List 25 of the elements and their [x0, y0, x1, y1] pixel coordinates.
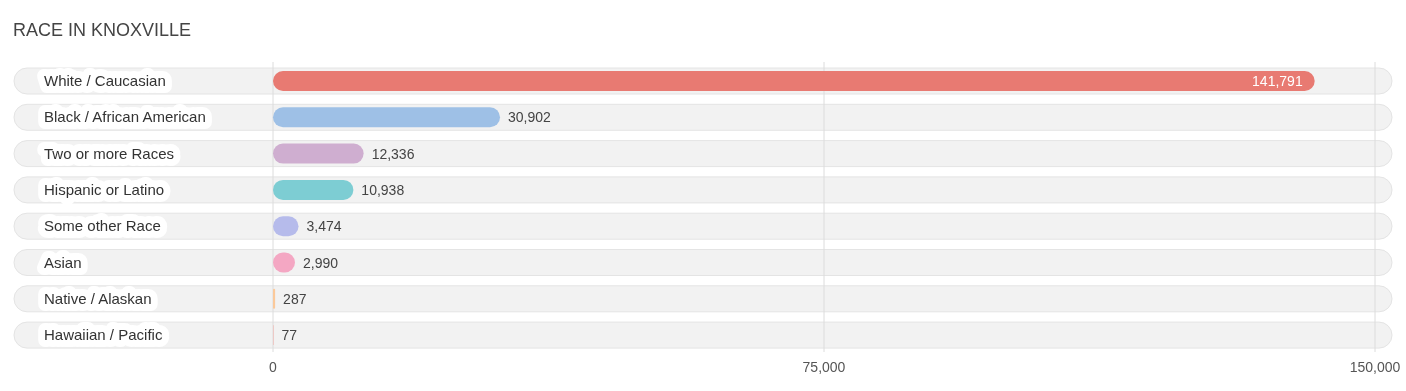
data-label: 141,791	[1252, 73, 1303, 89]
y-tick-label: Hawaiian / Pacific	[44, 326, 163, 344]
data-label: 10,938	[361, 181, 405, 198]
bar	[273, 143, 364, 164]
bar	[273, 71, 1315, 91]
bar	[273, 179, 354, 200]
y-tick-label: White / Caucasian	[44, 72, 166, 89]
data-label: 30,902	[508, 109, 552, 126]
bar	[273, 107, 501, 128]
data-label: 2,990	[302, 254, 339, 271]
y-tick-label: Hispanic or Latino	[44, 180, 165, 198]
x-tick-label: 150,000	[1349, 359, 1401, 375]
y-tick-label: Black / African American	[44, 108, 206, 126]
data-label: 287	[283, 290, 307, 307]
data-label: 77	[281, 327, 298, 344]
data-label: 3,474	[306, 218, 342, 235]
data-label: 12,336	[371, 145, 415, 162]
y-tick-label: Native / Alaskan	[44, 289, 152, 307]
y-tick-label: Some other Race	[44, 217, 161, 235]
text: RACE IN KNOXVILLE	[13, 20, 192, 40]
y-tick-label: Two or more Races	[44, 144, 175, 162]
y-tick-label: Asian	[44, 253, 82, 271]
x-tick-label: 0	[269, 359, 278, 375]
bar	[273, 288, 276, 309]
x-tick-label: 75,000	[802, 359, 846, 375]
